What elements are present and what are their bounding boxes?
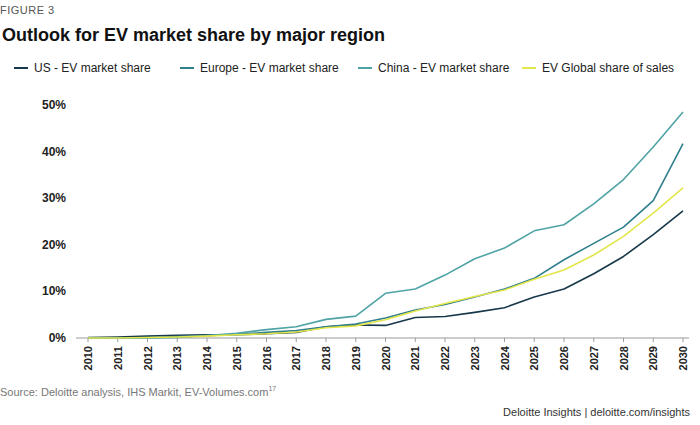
source-text: Source: Deloitte analysis, IHS Markit, E… bbox=[0, 386, 268, 398]
y-tick-label: 10% bbox=[42, 284, 66, 298]
legend: US - EV market share Europe - EV market s… bbox=[14, 61, 674, 75]
source-note: 17 bbox=[268, 385, 276, 392]
x-tick bbox=[534, 338, 535, 342]
x-tick-label: 2016 bbox=[261, 346, 273, 370]
x-tick-label: 2027 bbox=[588, 346, 600, 370]
x-tick bbox=[266, 338, 267, 342]
x-tick-label: 2025 bbox=[528, 346, 540, 370]
legend-label: Europe - EV market share bbox=[200, 61, 339, 75]
x-tick bbox=[355, 338, 356, 342]
title: Outlook for EV market share by major reg… bbox=[2, 25, 385, 45]
y-tick-label: 0% bbox=[49, 331, 67, 345]
x-tick bbox=[236, 338, 237, 342]
y-tick-label: 30% bbox=[42, 191, 66, 205]
x-tick-label: 2015 bbox=[231, 346, 243, 370]
y-axis: 0% 10% 20% 30% 40% 50% bbox=[42, 98, 66, 345]
x-tick bbox=[504, 338, 505, 342]
x-tick-label: 2018 bbox=[320, 346, 332, 370]
x-tick-label: 2022 bbox=[439, 346, 451, 370]
legend-swatch bbox=[358, 67, 372, 69]
legend-label: EV Global share of sales bbox=[542, 61, 674, 75]
footer: Deloitte Insights | deloitte.com/insight… bbox=[503, 406, 690, 418]
y-tick-label: 50% bbox=[42, 98, 66, 112]
x-tick-label: 2021 bbox=[409, 346, 421, 370]
x-tick-label: 2026 bbox=[558, 346, 570, 370]
plot-lines bbox=[88, 112, 683, 338]
x-tick bbox=[385, 338, 386, 342]
x-tick bbox=[207, 338, 208, 342]
legend-swatch bbox=[14, 67, 28, 69]
series-line bbox=[88, 188, 683, 338]
y-tick-label: 40% bbox=[42, 145, 66, 159]
x-tick-label: 2030 bbox=[677, 346, 689, 370]
background bbox=[0, 0, 700, 425]
x-tick-label: 2017 bbox=[290, 346, 302, 370]
x-tick bbox=[564, 338, 565, 342]
x-tick-label: 2011 bbox=[112, 346, 124, 370]
x-tick-label: 2024 bbox=[499, 345, 511, 370]
x-tick bbox=[326, 338, 327, 342]
x-tick-label: 2013 bbox=[171, 346, 183, 370]
x-tick bbox=[683, 338, 684, 342]
y-tick-label: 20% bbox=[42, 238, 66, 252]
chart: FIGURE 3 Outlook for EV market share by m… bbox=[0, 0, 700, 425]
x-tick bbox=[623, 338, 624, 342]
series-line bbox=[88, 112, 683, 338]
x-tick-label: 2010 bbox=[82, 346, 94, 370]
x-tick bbox=[474, 338, 475, 342]
x-tick bbox=[177, 338, 178, 342]
x-tick bbox=[415, 338, 416, 342]
x-tick-label: 2029 bbox=[647, 346, 659, 370]
x-axis: 2010 2011 2012 2013 2014 2015 2016 2017 2018 2019… bbox=[76, 338, 689, 370]
x-tick-label: 2020 bbox=[380, 346, 392, 370]
legend-label: US - EV market share bbox=[34, 61, 151, 75]
x-tick-label: 2014 bbox=[201, 345, 213, 370]
x-tick-label: 2028 bbox=[618, 346, 630, 370]
legend-label: China - EV market share bbox=[378, 61, 510, 75]
legend-swatch bbox=[522, 67, 536, 69]
source: Source: Deloitte analysis, IHS Markit, E… bbox=[0, 385, 276, 398]
x-tick bbox=[653, 338, 654, 342]
x-tick-label: 2012 bbox=[142, 346, 154, 370]
x-tick bbox=[296, 338, 297, 342]
x-tick-label: 2023 bbox=[469, 346, 481, 370]
legend-swatch bbox=[180, 67, 194, 69]
figure-label: FIGURE 3 bbox=[0, 4, 55, 16]
x-tick bbox=[445, 338, 446, 342]
x-tick bbox=[593, 338, 594, 342]
series-line bbox=[88, 144, 683, 338]
x-tick-label: 2019 bbox=[350, 346, 362, 370]
